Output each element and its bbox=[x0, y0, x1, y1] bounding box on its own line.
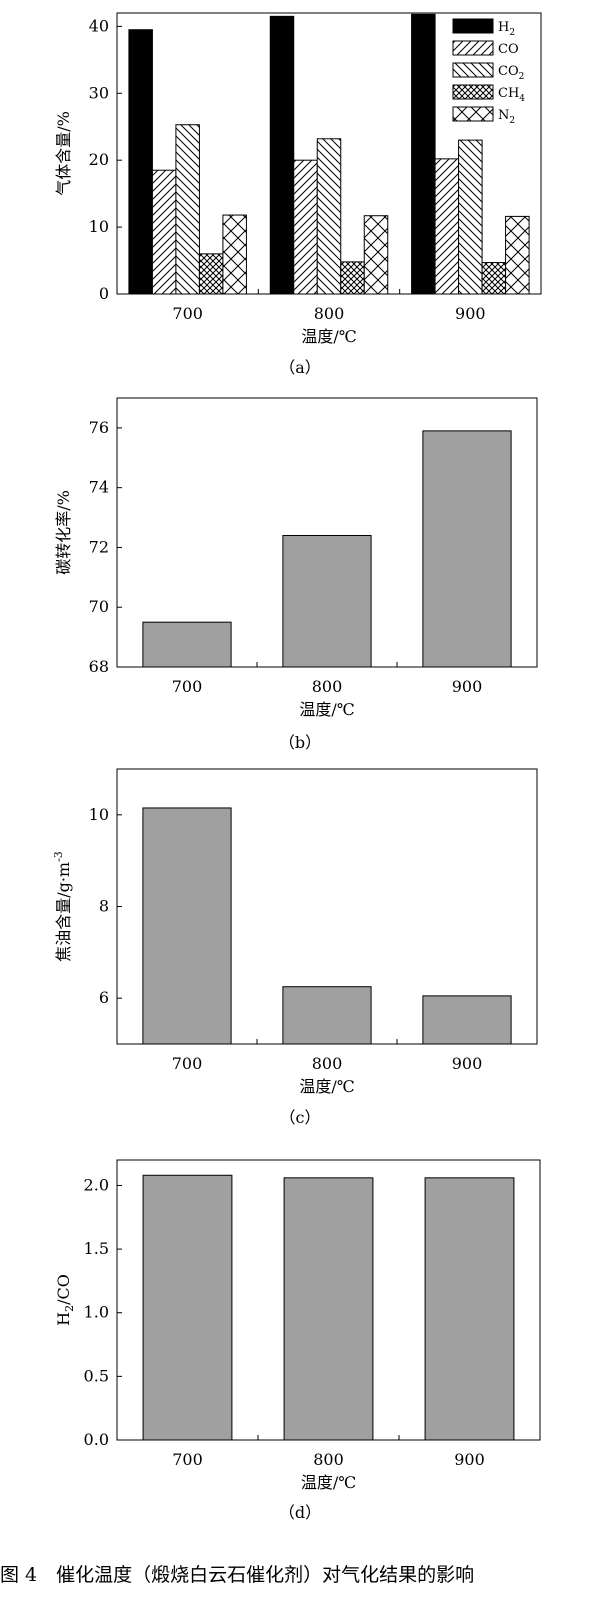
bar-700 bbox=[142, 807, 232, 1045]
bar-co2-800 bbox=[316, 138, 342, 295]
legend-swatch bbox=[452, 40, 494, 56]
legend-label: CH4 bbox=[498, 86, 525, 104]
y-tick-label: 8 bbox=[99, 897, 109, 916]
y-tick-label: 68 bbox=[89, 657, 109, 676]
bar-700 bbox=[142, 621, 232, 668]
y-tick-label: 6 bbox=[99, 988, 109, 1007]
y-tick-label: 20 bbox=[89, 150, 109, 169]
y-tick-label: 76 bbox=[89, 418, 109, 437]
legend-label: CO2 bbox=[498, 64, 524, 82]
x-tick-label: 800 bbox=[314, 304, 345, 323]
y-tick-label: 10 bbox=[89, 805, 109, 824]
y-tick-label: 10 bbox=[89, 217, 109, 236]
panel-label: （c） bbox=[280, 1108, 321, 1127]
bar-n2-700 bbox=[222, 214, 247, 295]
bar-ch4-800 bbox=[340, 261, 365, 295]
x-tick-label: 900 bbox=[455, 304, 486, 323]
y-tick-label: 72 bbox=[89, 537, 109, 556]
bar-h2-900 bbox=[411, 13, 436, 295]
bar-co-900 bbox=[434, 158, 460, 295]
legend-swatch bbox=[452, 106, 494, 122]
legend-label: CO bbox=[498, 42, 519, 57]
bar-700 bbox=[142, 1174, 233, 1441]
y-tick-label: 30 bbox=[89, 83, 109, 102]
bar-800 bbox=[282, 534, 372, 668]
bar-800 bbox=[283, 1177, 374, 1441]
bar-co-800 bbox=[293, 159, 318, 295]
panel-b-carbon-conversion-chart: 68 70 72 74 76 700 800 900 温度/℃ 碳转化率/% （b） bbox=[54, 397, 538, 752]
x-tick-label: 800 bbox=[313, 1450, 344, 1469]
x-axis-label: 温度/℃ bbox=[299, 700, 354, 719]
y-tick-label: 74 bbox=[89, 478, 109, 497]
panel-c-tar-content-chart: 6 8 10 700 800 900 温度/℃ 焦油含量/g·m-3 （c） bbox=[52, 768, 538, 1127]
bar-h2-800 bbox=[269, 15, 295, 295]
panel-a-gas-content-chart: 0 10 20 30 40 700 800 900 温度/℃ 气体含量/% （a） H2 CO CO2 CH… bbox=[54, 12, 542, 377]
bar-900 bbox=[422, 430, 512, 668]
y-tick-label: 70 bbox=[89, 597, 109, 616]
x-tick-label: 700 bbox=[172, 677, 203, 696]
y-tick-label: 40 bbox=[89, 16, 109, 35]
legend-swatch bbox=[452, 84, 494, 100]
bar-900 bbox=[424, 1177, 515, 1441]
x-tick-label: 700 bbox=[172, 304, 203, 323]
bar-n2-800 bbox=[363, 215, 389, 295]
bar-900 bbox=[422, 995, 512, 1045]
bar-ch4-900 bbox=[481, 262, 507, 295]
x-tick-label: 900 bbox=[452, 677, 483, 696]
y-tick-label: 0 bbox=[99, 284, 109, 303]
y-tick-label: 0.5 bbox=[84, 1366, 109, 1385]
figure-caption: 图 4 催化温度（煅烧白云石催化剂）对气化结果的影响 bbox=[0, 1564, 475, 1586]
legend-swatch bbox=[452, 18, 494, 34]
bar-h2-700 bbox=[128, 29, 153, 295]
legend-swatch bbox=[452, 62, 494, 78]
panel-label: （d） bbox=[279, 1503, 321, 1522]
bar-n2-900 bbox=[505, 215, 530, 295]
x-tick-label: 800 bbox=[312, 677, 343, 696]
bar-co2-700 bbox=[175, 124, 200, 295]
panel-label: （b） bbox=[279, 733, 321, 752]
x-axis-label: 温度/℃ bbox=[301, 1473, 356, 1492]
y-axis-label: 碳转化率/% bbox=[54, 490, 73, 575]
y-tick-label: 0.0 bbox=[84, 1430, 109, 1449]
y-tick-label: 2.0 bbox=[84, 1175, 109, 1194]
y-axis-label: 焦油含量/g·m-3 bbox=[52, 851, 73, 962]
bar-800 bbox=[282, 986, 372, 1045]
x-tick-label: 700 bbox=[172, 1450, 203, 1469]
x-tick-label: 900 bbox=[454, 1450, 485, 1469]
x-tick-label: 900 bbox=[452, 1054, 483, 1073]
x-axis-label: 温度/℃ bbox=[299, 1077, 354, 1096]
panel-label: （a） bbox=[279, 358, 321, 377]
y-axis-label: 气体含量/% bbox=[54, 111, 73, 196]
bar-co-700 bbox=[151, 169, 177, 295]
legend-label: N2 bbox=[498, 108, 515, 126]
x-axis-label: 温度/℃ bbox=[301, 327, 356, 346]
y-tick-label: 1.0 bbox=[84, 1303, 109, 1322]
x-tick-label: 800 bbox=[312, 1054, 343, 1073]
bar-ch4-700 bbox=[198, 253, 224, 295]
bar-co2-900 bbox=[458, 139, 483, 295]
x-tick-label: 700 bbox=[172, 1054, 203, 1073]
legend-label: H2 bbox=[498, 20, 515, 38]
y-tick-label: 1.5 bbox=[84, 1239, 109, 1258]
y-axis-label: H2/CO bbox=[54, 1274, 76, 1326]
panel-d-h2-co-ratio-chart: 0.0 0.5 1.0 1.5 2.0 700 800 900 温度/℃ H2/CO （d） bbox=[54, 1159, 541, 1522]
